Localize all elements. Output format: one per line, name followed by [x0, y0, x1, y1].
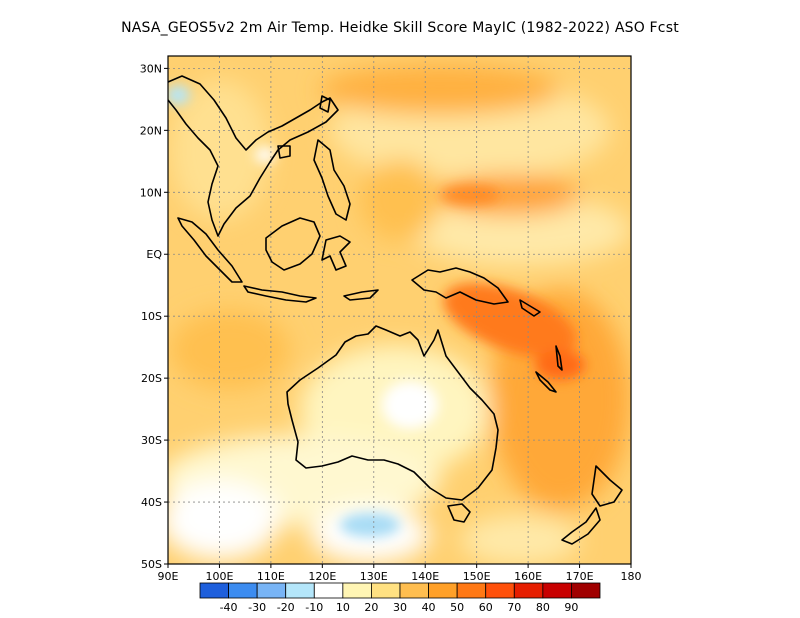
x-tick-label: 130E [360, 570, 388, 583]
y-tick-label: EQ [146, 248, 162, 261]
map-title: NASA_GEOS5v2 2m Air Temp. Heidke Skill S… [121, 20, 679, 36]
map-frame [167, 55, 632, 565]
x-tick-label: 110E [257, 570, 285, 583]
colorbar-swatch [313, 582, 344, 599]
y-tick-label: 40S [141, 496, 162, 509]
colorbar-label: 80 [536, 601, 550, 614]
x-tick-label: 120E [308, 570, 336, 583]
y-tick-label: 20N [140, 124, 162, 137]
colorbar-swatch [228, 582, 258, 599]
colorbar-label: 90 [564, 601, 578, 614]
colorbar-label: 30 [393, 601, 407, 614]
australia-coast [286, 325, 499, 501]
sulawesi-coast [321, 235, 351, 271]
colorbar-label: -40 [220, 601, 238, 614]
colorbar-label: 40 [422, 601, 436, 614]
colorbar-swatch [199, 582, 229, 599]
tasmania-coast [447, 503, 471, 523]
colorbar-label: 70 [507, 601, 521, 614]
java-coast [243, 285, 317, 303]
y-tick-label: 30S [141, 434, 162, 447]
colorbar-swatch [399, 582, 429, 599]
vanuatu-coast [555, 345, 563, 371]
colorbar-swatch [285, 582, 315, 599]
colorbar-swatch [542, 582, 572, 599]
y-tick-label: 10S [141, 310, 162, 323]
colorbar-label: 50 [450, 601, 464, 614]
colorbar-swatch [256, 582, 287, 599]
new-caledonia-coast [535, 371, 557, 393]
x-tick-label: 180 [621, 570, 642, 583]
x-tick-label: 140E [411, 570, 439, 583]
y-tick-label: 10N [140, 186, 162, 199]
taiwan-coast [319, 95, 331, 113]
new-guinea-coast [411, 267, 509, 305]
colorbar-label: -20 [277, 601, 295, 614]
colorbar: -40 -30 -20 -10 10 20 30 40 50 60 70 80 90 [199, 582, 601, 614]
grid-lines [168, 56, 631, 564]
timor-coast [343, 289, 379, 301]
colorbar-swatch [571, 582, 601, 599]
new-zealand-south-coast [561, 507, 601, 545]
sumatra-coast [177, 217, 243, 283]
y-tick-label: 50S [141, 558, 162, 571]
colorbar-label: -30 [248, 601, 266, 614]
x-tick-label: 160E [514, 570, 542, 583]
colorbar-swatch [428, 582, 458, 599]
borneo-coast [265, 217, 321, 271]
score-field [168, 56, 631, 564]
colorbar-swatch [485, 582, 515, 599]
y-tick-label: 20S [141, 372, 162, 385]
colorbar-swatch [456, 582, 487, 599]
colorbar-swatch [342, 582, 372, 599]
colorbar-label: 10 [336, 601, 350, 614]
colorbar-swatch [371, 582, 401, 599]
philippines-coast [313, 139, 351, 221]
mainland-asia-coast [168, 75, 339, 237]
y-axis-ticks: 30N 20N 10N EQ 10S 20S 30S 40S 50S [140, 62, 168, 571]
y-tick-label: 30N [140, 62, 162, 75]
colorbar-swatch [513, 582, 544, 599]
x-tick-label: 150E [463, 570, 491, 583]
solomon-islands-coast [519, 299, 541, 317]
colorbar-label: 20 [364, 601, 378, 614]
hainan-coast [277, 145, 291, 159]
colorbar-label: 60 [479, 601, 493, 614]
coastlines [168, 75, 623, 545]
x-tick-label: 100E [205, 570, 233, 583]
x-tick-label: 170E [566, 570, 594, 583]
x-axis-ticks: 90E 100E 110E 120E 130E 140E 150E 160E 170E 180 [158, 564, 642, 583]
colorbar-label: -10 [305, 601, 323, 614]
x-tick-label: 90E [158, 570, 179, 583]
new-zealand-north-coast [591, 465, 623, 507]
